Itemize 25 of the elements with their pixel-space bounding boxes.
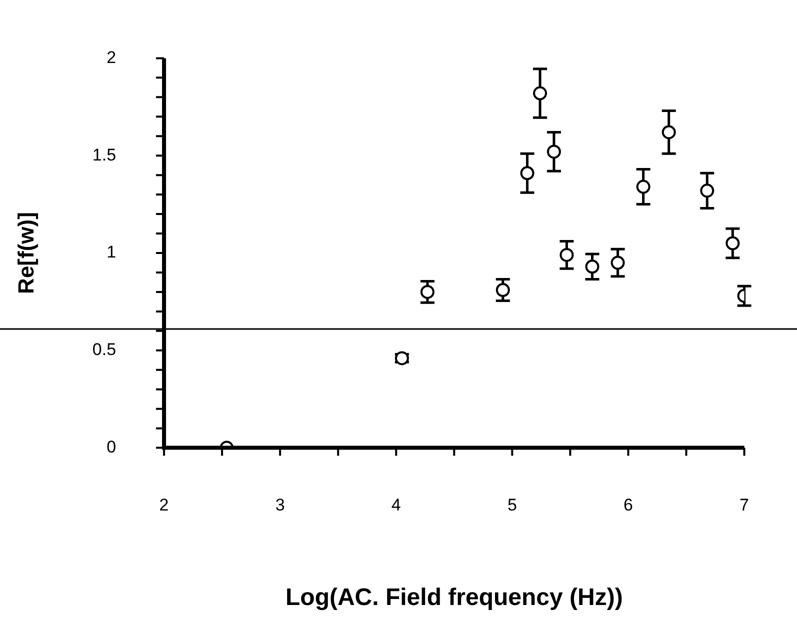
point: [610, 256, 625, 270]
x-tick-label: 5: [507, 496, 517, 515]
point: [662, 125, 676, 140]
point: [496, 283, 510, 298]
x-tick-label: 7: [740, 496, 750, 515]
point: [700, 184, 714, 198]
point: [546, 144, 561, 159]
point: [533, 86, 548, 100]
x-tick-label: 6: [623, 496, 633, 515]
point: [636, 180, 650, 194]
y-tick-label: 2: [106, 48, 116, 67]
x-tick-label: 2: [159, 496, 169, 515]
y-tick-label: 0: [106, 437, 116, 456]
x-tick-label: 3: [275, 496, 285, 515]
y-axis-title: Re[f(w)]: [13, 212, 38, 294]
y-tick-label: 1: [106, 242, 116, 262]
x-tick-label: 4: [391, 496, 401, 515]
point: [560, 248, 574, 262]
y-tick-label: 1.5: [92, 145, 116, 164]
point: [520, 166, 534, 180]
y-tick-label: 0.5: [92, 340, 116, 360]
point: [585, 260, 600, 274]
x-axis-title: Log(AC. Field frequency (Hz)): [285, 584, 623, 612]
point: [726, 236, 740, 250]
point: [420, 284, 434, 299]
